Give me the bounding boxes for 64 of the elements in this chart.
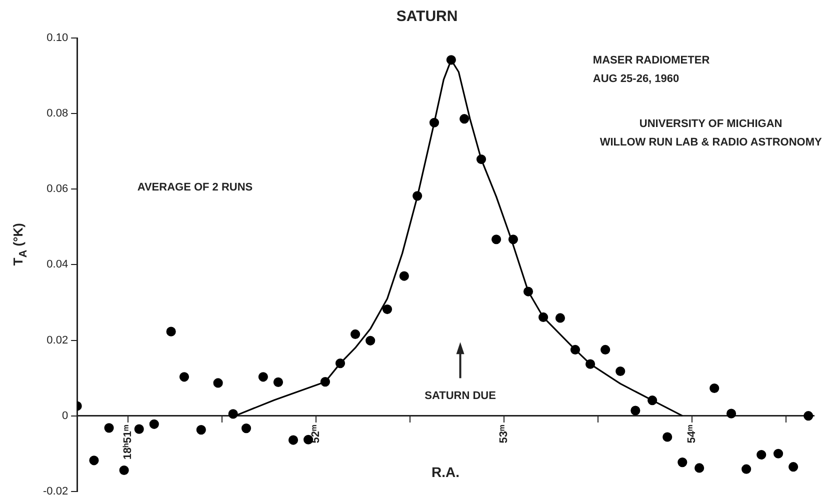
- point: [320, 377, 330, 387]
- point: [648, 396, 658, 406]
- point: [228, 409, 238, 419]
- point: [149, 419, 159, 429]
- point: [476, 154, 486, 164]
- point: [600, 344, 610, 355]
- point: [288, 435, 298, 445]
- point: [446, 55, 456, 65]
- point: [616, 366, 626, 376]
- point: [460, 114, 470, 124]
- point: [678, 458, 688, 468]
- y-tick-label: -0.02: [42, 485, 68, 498]
- point: [399, 271, 409, 281]
- x-tick-label: 54ᵐ: [686, 424, 698, 444]
- point: [662, 432, 672, 442]
- point: [555, 313, 566, 323]
- point: [89, 456, 99, 466]
- point: [382, 304, 392, 314]
- point: [196, 425, 206, 435]
- annotation: UNIVERSITY OF MICHIGAN: [639, 118, 782, 130]
- x-tick-label: 53ᵐ: [498, 424, 510, 444]
- annotation: SATURN DUE: [424, 390, 496, 402]
- point: [104, 423, 114, 433]
- annotation: WILLOW RUN LAB & RADIO ASTRONOMY: [600, 136, 822, 148]
- point: [570, 344, 580, 355]
- point: [412, 191, 422, 201]
- chart-title: SATURN: [396, 8, 458, 26]
- point: [756, 450, 766, 460]
- annotation: AUG 25-26, 1960: [592, 72, 680, 85]
- point: [119, 465, 129, 476]
- point: [788, 462, 798, 472]
- x-axis-title: R.A.: [432, 464, 460, 480]
- point: [585, 359, 596, 369]
- point: [726, 408, 736, 418]
- point: [213, 378, 223, 388]
- y-tick-label: 0.02: [46, 334, 68, 346]
- y-tick-label: 0.06: [46, 183, 68, 196]
- y-tick-label: 0.04: [46, 258, 68, 271]
- x-tick-label: 18ʰ51ᵐ: [122, 424, 134, 460]
- point: [429, 118, 440, 128]
- point: [241, 424, 252, 434]
- y-tick-label: 0.08: [46, 108, 68, 120]
- point: [694, 463, 704, 473]
- point: [258, 372, 268, 382]
- annotation: AVERAGE OF 2 RUNS: [137, 182, 253, 194]
- point: [538, 312, 548, 322]
- y-tick-label: 0: [62, 410, 68, 422]
- point: [166, 326, 176, 336]
- point: [523, 286, 534, 296]
- point: [710, 383, 720, 394]
- point: [350, 329, 360, 340]
- annotation: MASER RADIOMETER: [592, 54, 710, 67]
- point: [804, 411, 814, 421]
- point: [491, 234, 502, 244]
- point: [335, 358, 346, 368]
- point: [773, 448, 784, 458]
- point: [273, 377, 284, 388]
- point: [366, 336, 376, 346]
- point: [134, 424, 144, 434]
- y-tick-label: 0.10: [46, 32, 68, 44]
- point: [179, 372, 190, 382]
- point: [742, 464, 752, 474]
- point: [508, 234, 518, 244]
- point: [630, 406, 640, 416]
